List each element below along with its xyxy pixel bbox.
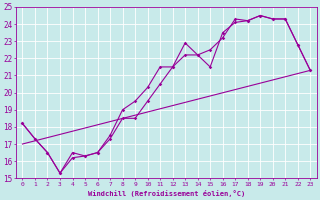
X-axis label: Windchill (Refroidissement éolien,°C): Windchill (Refroidissement éolien,°C) (88, 190, 245, 197)
